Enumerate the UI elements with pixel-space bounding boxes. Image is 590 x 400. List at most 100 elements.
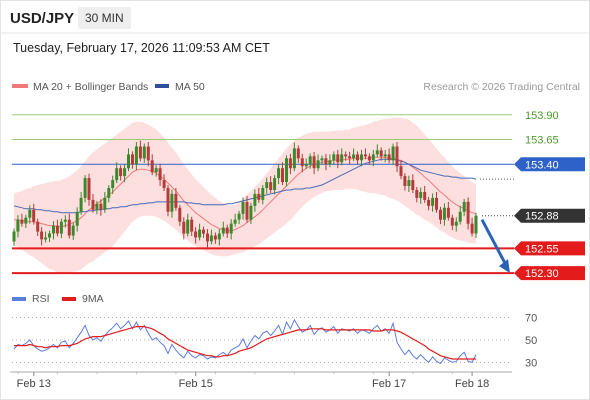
level-lines xyxy=(12,114,514,275)
last-price-label: 152.88 xyxy=(525,211,559,223)
candle-body xyxy=(198,229,202,238)
candle-body xyxy=(415,190,419,198)
candle-body xyxy=(241,201,245,214)
forecast-arrow-shaft xyxy=(480,219,508,266)
candle-body xyxy=(439,209,442,220)
ma50-line xyxy=(13,158,477,214)
ma20-line xyxy=(14,156,477,232)
candle-body xyxy=(474,215,478,234)
pivot-tag xyxy=(514,157,585,172)
bollinger-band-fill xyxy=(14,117,476,274)
moving-averages xyxy=(13,156,477,232)
x-axis-tick-label: Feb 13 xyxy=(17,378,51,390)
candle-body xyxy=(292,148,296,169)
candle-body xyxy=(213,235,217,240)
candle-body xyxy=(328,160,332,165)
candle-body xyxy=(312,156,316,169)
candle-body xyxy=(363,154,367,157)
candle-body xyxy=(466,201,470,224)
x-axis-tick-label: Feb 18 xyxy=(455,378,489,390)
candle-body xyxy=(395,146,399,167)
candle-body xyxy=(131,154,134,165)
resistance-label: 153.65 xyxy=(525,135,559,147)
candle-body xyxy=(419,192,423,198)
candle-body xyxy=(217,233,221,240)
candle-body xyxy=(55,225,59,234)
credit-text: Research © 2026 Trading Central xyxy=(423,81,580,93)
candle-body xyxy=(166,188,170,212)
candle-body xyxy=(348,156,352,159)
candle-body xyxy=(75,211,79,226)
candle-body xyxy=(237,213,241,220)
candle-body xyxy=(407,180,411,186)
x-axis-tick-label: Feb 17 xyxy=(372,378,406,390)
candle-body xyxy=(95,203,99,210)
rsi-line xyxy=(13,318,477,365)
candle-body xyxy=(352,154,356,159)
candle-body xyxy=(170,193,174,212)
candle-body xyxy=(379,150,383,157)
candle-body xyxy=(162,180,166,188)
candle-body xyxy=(91,199,95,210)
candle-body xyxy=(470,223,474,234)
ma50-legend-label: MA 50 xyxy=(175,81,205,93)
candle-body xyxy=(442,207,446,220)
candle-body xyxy=(138,146,142,159)
level-tags: 153.90 153.65 153.40 152.88 152.55 152.30 xyxy=(480,110,585,281)
candle-body xyxy=(399,166,403,177)
support-tag xyxy=(514,241,585,256)
candle-body xyxy=(20,219,24,224)
candle-body xyxy=(300,158,304,167)
candle-body xyxy=(36,221,40,232)
candle-body xyxy=(458,211,462,222)
candle-body xyxy=(87,178,91,200)
candle-body xyxy=(261,188,265,200)
candle-body xyxy=(324,158,328,165)
candle-body xyxy=(265,182,269,188)
candle-body xyxy=(40,231,44,240)
candle-body xyxy=(103,197,107,210)
rsi-legend-swatch xyxy=(12,297,26,301)
ma9-legend-swatch xyxy=(62,297,76,301)
candle-body xyxy=(375,150,379,155)
candle-body xyxy=(446,207,450,218)
candle-body xyxy=(174,193,178,208)
candle-body xyxy=(383,154,387,157)
candle-body xyxy=(387,154,391,161)
ma20-legend-swatch xyxy=(12,84,28,88)
candle-body xyxy=(71,225,75,236)
candle-body xyxy=(107,188,111,198)
candle-body xyxy=(308,156,312,165)
x-axis-tick-label: Feb 15 xyxy=(179,378,213,390)
candle-body xyxy=(225,227,229,234)
candle-body xyxy=(431,197,435,206)
candle-body xyxy=(253,193,257,206)
candle-body xyxy=(391,146,395,161)
candle-body xyxy=(119,168,123,177)
x-axis: Feb 13 Feb 15 Feb 17 Feb 18 xyxy=(10,371,512,390)
candle-body xyxy=(28,209,32,218)
candle-body xyxy=(273,178,277,190)
timeframe-badge[interactable]: 30 MIN xyxy=(78,7,131,29)
candle-body xyxy=(450,217,454,226)
candle-body xyxy=(356,154,359,161)
candle-body xyxy=(344,154,348,157)
candle-body xyxy=(115,168,119,181)
candle-body xyxy=(233,219,237,224)
rsi-tick-label: 70 xyxy=(525,313,537,325)
candle-body xyxy=(245,201,249,220)
candle-body xyxy=(127,154,130,169)
ma50-legend-swatch xyxy=(155,84,169,88)
bollinger-band xyxy=(14,117,476,274)
forecast-arrow-head xyxy=(499,259,510,274)
candle-body xyxy=(340,154,344,163)
candle-body xyxy=(320,158,324,161)
candle-body xyxy=(67,219,71,236)
candle-body xyxy=(206,233,209,242)
candle-body xyxy=(182,221,186,234)
candle-body xyxy=(178,207,182,222)
candle-body xyxy=(63,219,67,222)
candle-body xyxy=(427,199,431,206)
candle-body xyxy=(111,180,115,188)
